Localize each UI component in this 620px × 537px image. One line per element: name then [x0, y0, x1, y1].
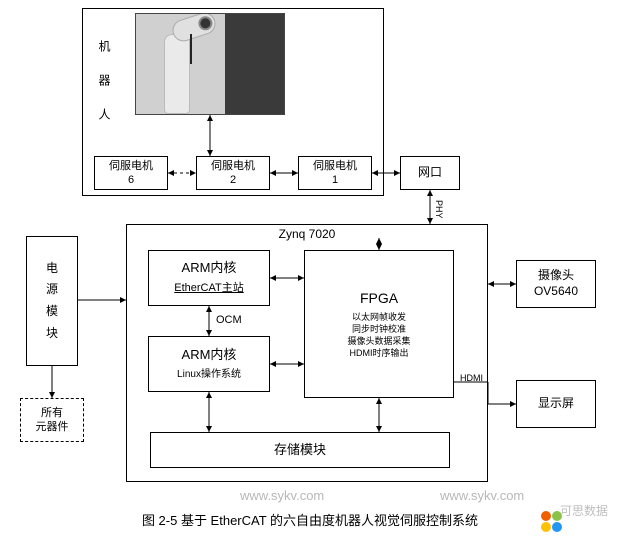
storage-label: 存储模块 — [274, 442, 326, 459]
storage-module: 存储模块 — [150, 432, 450, 468]
power-label: 电 源 模 块 — [46, 258, 58, 344]
camera-label: 摄像头 OV5640 — [534, 268, 578, 299]
watermark-url-2: www.sykv.com — [440, 488, 524, 503]
arm-core-1: ARM内核 EtherCAT主站 — [148, 250, 270, 306]
arm2-subtitle: Linux操作系统 — [177, 368, 241, 381]
arm1-title: ARM内核 — [182, 260, 237, 277]
net-port-label: 网口 — [418, 165, 442, 181]
servo-6: 伺服电机 6 — [94, 156, 168, 190]
hdmi-label: HDMI — [460, 373, 483, 383]
servo-2: 伺服电机 2 — [196, 156, 270, 190]
servo-1: 伺服电机 1 — [298, 156, 372, 190]
watermark-url-1: www.sykv.com — [240, 488, 324, 503]
display-label: 显示屏 — [538, 396, 574, 412]
fpga-title: FPGA — [360, 289, 398, 307]
servo-2-label: 伺服电机 2 — [211, 159, 255, 188]
brand-logo-icon — [540, 510, 562, 532]
fpga-lines: 以太网帧收发 同步时钟校准 摄像头数据采集 HDMI时序输出 — [347, 311, 410, 360]
figure-caption: 图 2-5 基于 EtherCAT 的六自由度机器人视觉伺服控制系统 — [0, 510, 620, 529]
fpga-block: FPGA 以太网帧收发 同步时钟校准 摄像头数据采集 HDMI时序输出 — [304, 250, 454, 398]
servo-1-label: 伺服电机 1 — [313, 159, 357, 188]
soc-label: Zynq 7020 — [127, 227, 487, 243]
camera-block: 摄像头 OV5640 — [516, 260, 596, 308]
ocm-label: OCM — [216, 314, 242, 326]
all-parts-label: 所有 元器件 — [36, 406, 69, 435]
arm-core-2: ARM内核 Linux操作系统 — [148, 336, 270, 392]
net-port: 网口 — [400, 156, 460, 190]
watermark-text: 可思数据 — [560, 502, 608, 519]
robot-label: 机 器 人 — [96, 40, 113, 124]
phy-label: PHY — [434, 200, 444, 219]
all-parts: 所有 元器件 — [20, 398, 84, 442]
display-block: 显示屏 — [516, 380, 596, 428]
arm1-subtitle: EtherCAT主站 — [174, 281, 243, 295]
servo-6-label: 伺服电机 6 — [109, 159, 153, 188]
robot-photo — [135, 13, 285, 115]
power-module: 电 源 模 块 — [26, 236, 78, 366]
arm2-title: ARM内核 — [182, 347, 237, 364]
